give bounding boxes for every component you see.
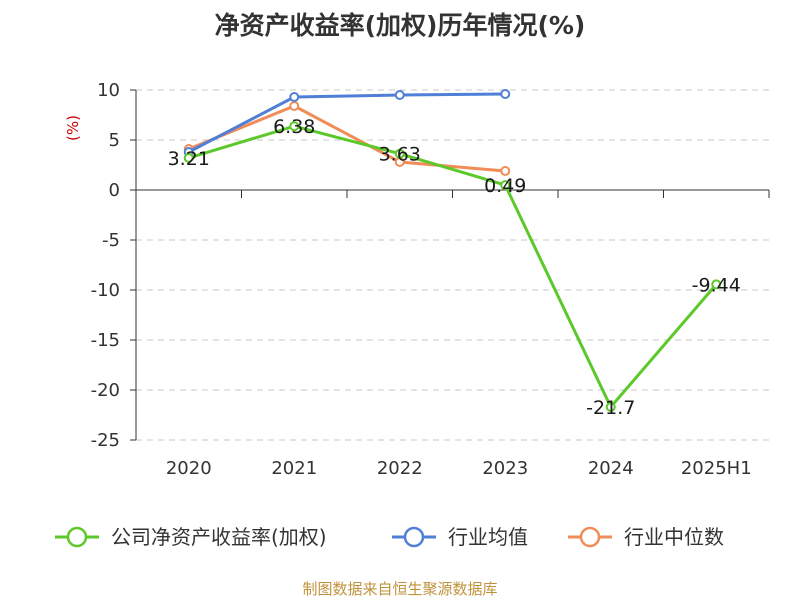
legend-marker (403, 526, 425, 548)
y-tick-label: -5 (102, 230, 120, 251)
x-tick-label: 2021 (271, 458, 317, 479)
data-label: -9.44 (692, 274, 741, 296)
data-point (394, 90, 405, 100)
x-tick-label: 2025H1 (681, 458, 752, 479)
y-tick-label: -15 (91, 330, 120, 351)
chart-title: 净资产收益率(加权)历年情况(%) (214, 11, 586, 40)
x-tick-label: 2020 (166, 458, 212, 479)
data-labels: 3.21 6.38 3.63 0.49 -21.7 -9.44 (168, 116, 741, 419)
y-tick-label: 0 (109, 180, 120, 201)
y-tick-label: 5 (109, 130, 120, 151)
data-point (289, 92, 300, 102)
data-label: -21.7 (586, 397, 635, 419)
y-tick-label: -25 (91, 430, 120, 451)
series-line (188, 104, 506, 173)
data-point (500, 180, 511, 191)
y-axis-unit-label: (%) (64, 115, 82, 141)
data-label: 3.21 (168, 148, 210, 170)
x-tick-label: 2024 (588, 458, 634, 479)
y-tick-label: 10 (97, 80, 120, 101)
data-point (500, 89, 511, 99)
legend-marker (579, 526, 601, 548)
legend-label: 行业均值 (448, 525, 528, 549)
data-label: 0.49 (484, 175, 526, 197)
data-point (605, 402, 616, 412)
y-tick-label: -10 (91, 280, 120, 301)
data-point (394, 148, 405, 159)
legend-label: 行业中位数 (624, 525, 724, 549)
legend[interactable]: 公司净资产收益率(加权) 行业均值 行业中位数 (55, 525, 724, 549)
axes: 10 5 0 -5 -10 -15 -20 -25 2020 2021 2022 2023 2024 20… (91, 80, 770, 479)
series-line (188, 92, 506, 154)
legend-item[interactable]: 行业均值 (392, 525, 528, 549)
data-point (183, 152, 194, 163)
grid-lines (136, 89, 769, 441)
x-tick-label: 2023 (482, 458, 528, 479)
data-label: 3.63 (379, 144, 421, 166)
series-line (188, 124, 718, 409)
legend-marker (66, 526, 88, 548)
y-tick-label: -20 (91, 380, 120, 401)
legend-label: 公司净资产收益率(加权) (111, 525, 327, 549)
legend-item[interactable]: 行业中位数 (568, 525, 724, 549)
source-note: 制图数据来自恒生聚源数据库 (302, 580, 498, 598)
data-point (711, 279, 722, 290)
series-lines (183, 89, 722, 412)
data-label: 6.38 (273, 116, 315, 138)
legend-item[interactable]: 公司净资产收益率(加权) (55, 525, 327, 549)
data-point (289, 121, 300, 132)
data-point (500, 166, 511, 176)
x-tick-label: 2022 (377, 458, 423, 479)
data-point (289, 101, 300, 111)
